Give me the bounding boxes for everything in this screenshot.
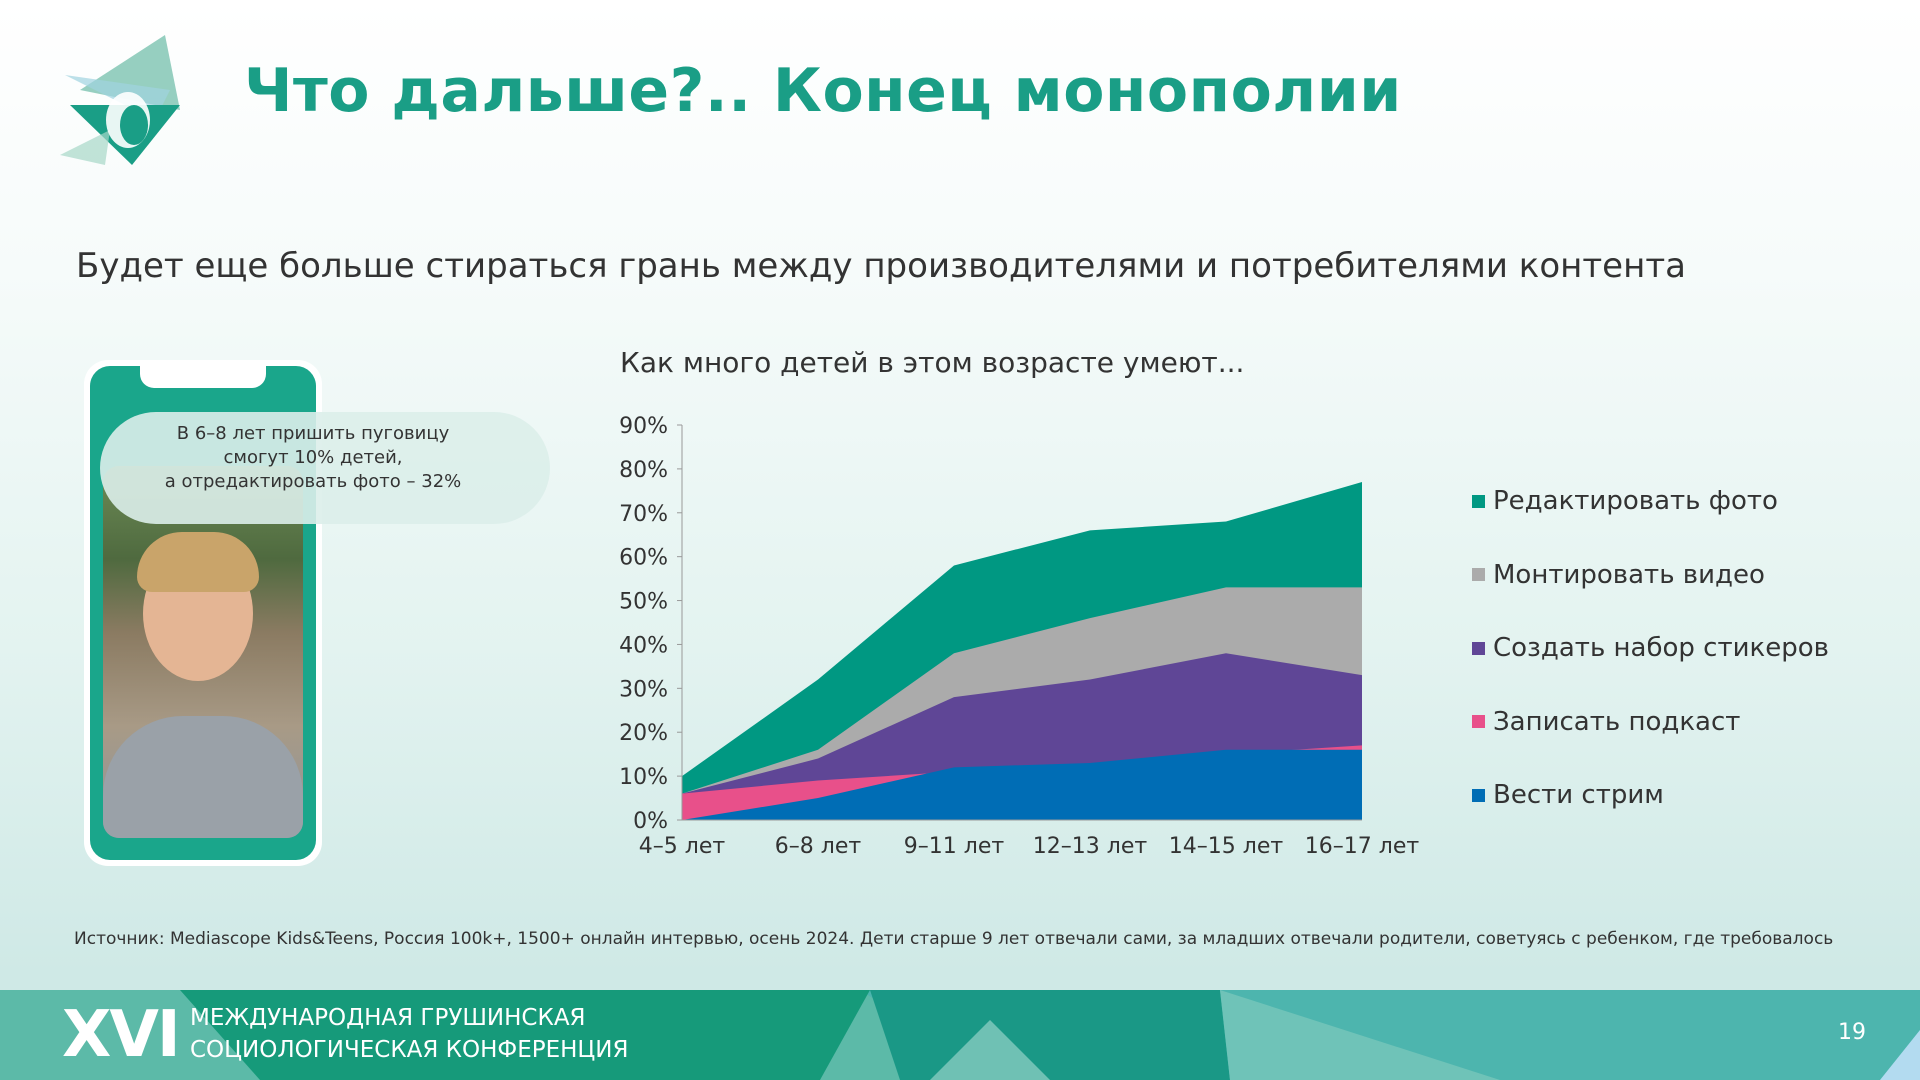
legend-swatch	[1472, 788, 1485, 802]
y-tick-label: 10%	[619, 765, 668, 790]
legend-label: Создать набор стикеров	[1493, 633, 1829, 663]
thought-cloud	[100, 412, 550, 524]
legend-swatch	[1472, 715, 1485, 728]
legend-item: Монтировать видео	[1472, 560, 1765, 590]
source-note: Источник: Mediascope Kids&Teens, Россия …	[74, 929, 1834, 949]
conference-name-line1: МЕЖДУНАРОДНАЯ ГРУШИНСКАЯ	[190, 1005, 586, 1031]
callout-line: смогут 10% детей,	[223, 447, 403, 468]
y-tick-label: 30%	[619, 677, 668, 702]
subtitle: Будет еще больше стираться грань между п…	[76, 246, 1686, 286]
area-series-4	[682, 749, 1362, 820]
legend-label: Монтировать видео	[1493, 559, 1765, 590]
footer-band	[0, 990, 1920, 1080]
conference-logo	[60, 35, 180, 165]
footer-decor	[0, 990, 1920, 1080]
y-tick-label: 40%	[619, 633, 668, 658]
legend-swatch	[1472, 641, 1485, 655]
phone-notch	[140, 366, 266, 388]
y-tick-label: 50%	[619, 590, 668, 615]
page-number: 19	[1838, 1020, 1866, 1045]
x-tick-label: 4–5 лет	[639, 834, 726, 859]
chart-title: Как много детей в этом возрасте умеют...	[620, 346, 1245, 379]
y-tick-label: 70%	[619, 502, 668, 527]
conference-numeral: XVI	[62, 998, 181, 1072]
legend-swatch	[1472, 494, 1485, 508]
x-tick-label: 14–15 лет	[1169, 834, 1284, 859]
y-tick-label: 20%	[619, 721, 668, 746]
y-tick-label: 0%	[633, 809, 668, 834]
conference-name-line2: СОЦИОЛОГИЧЕСКАЯ КОНФЕРЕНЦИЯ	[190, 1037, 629, 1063]
legend-item: Создать набор стикеров	[1472, 633, 1829, 663]
legend-label: Записать подкаст	[1493, 706, 1741, 737]
x-tick-label: 6–8 лет	[775, 834, 862, 859]
y-tick-label: 60%	[619, 546, 668, 571]
y-tick-label: 80%	[619, 458, 668, 483]
y-tick-label: 90%	[619, 414, 668, 439]
x-tick-label: 16–17 лет	[1305, 834, 1420, 859]
legend-label: Редактировать фото	[1493, 486, 1778, 516]
page-title: Что дальше?.. Конец монополии	[244, 56, 1402, 126]
legend-label: Вести стрим	[1493, 780, 1664, 810]
callout-text: В 6–8 лет пришить пуговицу смогут 10% де…	[130, 422, 496, 494]
x-tick-label: 12–13 лет	[1033, 834, 1148, 859]
legend-item: Редактировать фото	[1472, 486, 1778, 516]
legend-item: Вести стрим	[1472, 780, 1664, 810]
callout-line: а отредактировать фото – 32%	[164, 471, 462, 492]
x-tick-label: 9–11 лет	[904, 834, 1005, 859]
callout-line: В 6–8 лет пришить пуговицу	[176, 423, 450, 444]
child-photo	[103, 466, 303, 838]
legend-swatch	[1472, 568, 1485, 581]
legend-item: Записать подкаст	[1472, 707, 1740, 737]
